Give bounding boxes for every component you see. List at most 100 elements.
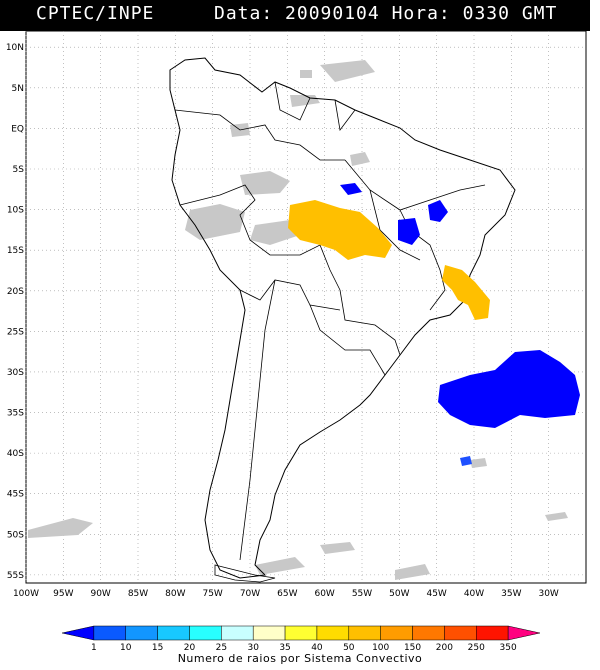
colorbar-tick-label: 40 — [311, 643, 323, 652]
atlantic-cluster — [438, 350, 580, 428]
colorbar-tick-label: 20 — [184, 643, 196, 652]
latitude-label: 50S — [7, 530, 24, 540]
colorbar: 1 10 15 20 25 30 35 40 50 100 150 200 250 350 — [61, 625, 541, 652]
colorbar-tick-label: 100 — [372, 643, 389, 652]
colorbar-tick-label: 35 — [279, 643, 290, 652]
timezone-label: GMT — [521, 3, 558, 24]
tierra-del-fuego — [214, 564, 276, 583]
date-value: 20090104 — [285, 3, 380, 24]
cloud-patch — [300, 70, 312, 78]
colorbar-cell — [316, 625, 350, 641]
country-border — [309, 304, 386, 376]
piaui-cluster — [428, 200, 448, 222]
colorbar-cells — [61, 625, 541, 641]
colorbar-cell — [93, 625, 126, 641]
cloud-patch — [255, 557, 305, 575]
cloud-patch — [240, 171, 290, 195]
bahia-cluster — [442, 265, 490, 320]
datetime-label: Data: 20090104 Hora: 0330 GMT — [214, 3, 557, 24]
latitude-label: 20S — [7, 287, 24, 297]
cloud-patch — [395, 564, 430, 580]
latitude-label: 5S — [13, 165, 25, 175]
map-grid — [25, 31, 586, 583]
cloud-patch — [28, 518, 93, 538]
colorbar-tick-label: 350 — [500, 643, 517, 652]
date-label: Data: — [214, 3, 274, 24]
longitude-label: 55W — [352, 589, 372, 599]
longitude-label: 100W — [13, 589, 39, 599]
colorbar-cell — [221, 625, 254, 641]
colorbar-tick-label: 50 — [343, 643, 355, 652]
colorbar-cell — [476, 625, 509, 641]
cloud-patch — [350, 152, 370, 166]
colorbar-cell — [348, 625, 381, 641]
colorbar-cell — [252, 625, 286, 641]
country-border — [344, 159, 486, 211]
latitude-label: 10N — [6, 43, 24, 53]
longitude-label: 80W — [165, 589, 185, 599]
latitude-label: EQ — [11, 124, 24, 134]
longitude-label: 50W — [389, 589, 409, 599]
latitude-label: 40S — [7, 449, 24, 459]
latitude-label: 25S — [7, 327, 24, 337]
country-border — [239, 279, 341, 311]
source-label: CPTEC/INPE — [36, 3, 155, 24]
colorbar-cell — [412, 625, 445, 641]
cloud-patch — [545, 512, 568, 521]
colorbar-cell — [380, 625, 413, 641]
colorbar-tick-label: 25 — [216, 643, 227, 652]
longitude-labels: 100W 95W 90W 85W 80W 75W 70W 65W 60W 55W 50W 45W 40W… — [13, 589, 559, 599]
country-border — [369, 189, 421, 261]
longitude-label: 85W — [128, 589, 148, 599]
hour-value: 0330 — [462, 3, 510, 24]
colorbar-ticks: 1 10 15 20 25 30 35 40 50 100 150 200 250 350 — [91, 643, 517, 652]
colorbar-cell — [444, 625, 477, 641]
longitude-label: 65W — [277, 589, 297, 599]
country-border — [334, 99, 356, 131]
colorbar-caption: Numero de raios por Sistema Convectivo — [177, 652, 423, 665]
longitude-label: 75W — [202, 589, 222, 599]
title-bar: CPTEC/INPE Data: 20090104 Hora: 0330 GMT — [0, 0, 590, 31]
country-border — [339, 289, 401, 356]
latitude-label: 15S — [7, 246, 24, 256]
longitude-label: 70W — [240, 589, 260, 599]
para-cluster — [340, 183, 362, 195]
colorbar-tick-label: 10 — [120, 643, 132, 652]
colorbar-cell — [507, 625, 541, 641]
colorbar-cell — [61, 625, 95, 641]
latitude-label: 10S — [7, 206, 24, 216]
longitude-label: 30W — [538, 589, 558, 599]
colorbar-tick-label: 200 — [436, 643, 453, 652]
colorbar-cell — [157, 625, 190, 641]
colorbar-cell — [284, 625, 318, 641]
country-border — [239, 279, 276, 561]
country-border — [179, 184, 341, 291]
cloud-patch — [250, 220, 300, 245]
longitude-label: 40W — [464, 589, 484, 599]
cloud-patch — [320, 542, 355, 554]
colorbar-tick-label: 1 — [91, 643, 97, 652]
cloud-patch — [185, 204, 245, 240]
colorbar-cell — [189, 625, 222, 641]
cloud-patch — [320, 60, 375, 82]
cloud-patch — [470, 458, 487, 468]
longitude-label: 90W — [90, 589, 110, 599]
colorbar-tick-label: 150 — [404, 643, 421, 652]
longitude-label: 95W — [53, 589, 73, 599]
goias-cluster — [398, 218, 420, 245]
map-frame — [25, 30, 587, 584]
latitude-labels: 10N 5N EQ 5S 10S 15S 20S 25S 30S 35S 40S 45S 50S 55S — [6, 43, 24, 581]
latitude-label: 55S — [7, 571, 24, 581]
amazon-cluster — [288, 200, 392, 260]
latitude-label: 35S — [7, 409, 24, 419]
latitude-label: 30S — [7, 368, 24, 378]
country-border — [274, 81, 311, 121]
longitude-label: 60W — [314, 589, 334, 599]
colorbar-tick-label: 15 — [152, 643, 163, 652]
country-borders — [174, 81, 486, 561]
hour-label: Hora: — [391, 3, 451, 24]
lightning-map: 10N5NEQ5S10S15S20S25S30S35S40S45S50S55S … — [6, 30, 587, 599]
south-atlantic-cell — [460, 456, 472, 466]
latitude-label: 45S — [7, 490, 24, 500]
longitude-label: 35W — [501, 589, 521, 599]
